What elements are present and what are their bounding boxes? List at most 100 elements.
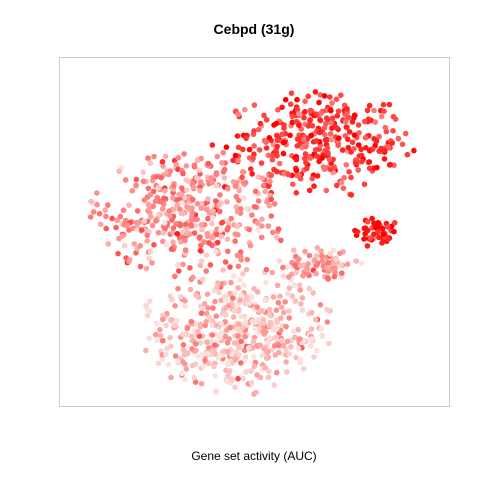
cell-point [212, 372, 219, 379]
cell-point [199, 351, 205, 358]
cell-point [155, 360, 162, 367]
cell-point [209, 322, 215, 328]
cell-point [149, 222, 156, 229]
cell-point [263, 266, 270, 273]
cell-point [343, 124, 350, 130]
cell-point [268, 213, 275, 219]
cell-point [292, 298, 299, 304]
cell-point [90, 209, 97, 215]
cell-point [254, 220, 261, 226]
cell-point [275, 107, 281, 113]
cell-point [266, 368, 272, 375]
cell-point [281, 171, 287, 177]
cell-point [371, 231, 377, 238]
cell-point [218, 297, 225, 304]
cell-point [243, 205, 250, 212]
cell-point [192, 379, 199, 385]
cell-point [265, 223, 272, 229]
cell-point [109, 215, 115, 222]
cell-point [262, 365, 269, 371]
cell-point [282, 299, 288, 305]
cell-point [213, 183, 220, 189]
cell-point [203, 252, 210, 258]
cell-point [235, 375, 241, 382]
cell-point [267, 335, 273, 341]
cell-point [114, 217, 120, 224]
cell-point [228, 215, 234, 222]
cell-point [210, 215, 216, 221]
cell-point [303, 267, 309, 273]
cell-point [380, 101, 387, 108]
cell-point [267, 178, 273, 185]
cell-point [160, 337, 166, 344]
cell-point [292, 334, 298, 341]
cell-point [263, 279, 269, 286]
cell-point [182, 221, 189, 228]
cell-point [306, 252, 313, 259]
cell-point [321, 125, 328, 131]
cell-point [316, 99, 322, 106]
cell-point [167, 334, 173, 341]
cell-point [308, 336, 315, 342]
cell-point [147, 248, 154, 255]
cell-point [261, 346, 267, 352]
cell-point [119, 233, 126, 239]
cell-point [358, 146, 364, 153]
cell-point [261, 137, 268, 144]
cell-point [210, 208, 216, 214]
cell-point [376, 234, 382, 241]
cell-point [155, 229, 162, 236]
cell-point [307, 118, 313, 124]
cell-point [344, 106, 350, 112]
cell-point [251, 143, 257, 149]
cell-point [333, 96, 340, 102]
cell-point [281, 125, 287, 131]
cell-point [334, 182, 340, 189]
cell-point [381, 108, 387, 114]
cell-point [250, 155, 256, 161]
cell-point [322, 137, 329, 143]
cell-point [249, 212, 255, 218]
cell-point [237, 297, 243, 303]
cell-point [162, 188, 168, 194]
cell-point [180, 331, 186, 338]
cell-point [217, 192, 223, 198]
cell-point [285, 171, 292, 178]
cell-point [204, 291, 211, 298]
cell-point [259, 175, 266, 181]
cell-point [251, 204, 258, 210]
cell-point [157, 326, 163, 333]
cell-point [276, 258, 283, 264]
cell-point [217, 208, 223, 215]
cell-point [205, 160, 212, 167]
cell-point [262, 188, 268, 195]
cell-point [293, 167, 300, 174]
cell-point [197, 247, 204, 254]
cell-point [227, 324, 234, 331]
cell-point [362, 134, 369, 141]
cell-point [252, 188, 259, 195]
cell-point [326, 156, 333, 163]
cell-point [366, 165, 373, 172]
cell-point [140, 169, 147, 176]
cell-point [246, 146, 253, 153]
cell-point [295, 345, 302, 352]
cell-point [94, 190, 100, 196]
cell-point [160, 230, 166, 236]
cell-point [325, 275, 331, 281]
cell-point [140, 178, 147, 185]
cell-point [279, 104, 285, 111]
cell-point [182, 247, 189, 253]
cell-point [238, 360, 244, 366]
cell-point [271, 382, 278, 389]
cell-point [265, 183, 272, 189]
cell-point [295, 326, 301, 333]
cell-point [341, 174, 348, 181]
cell-point [318, 326, 325, 332]
cell-point [175, 358, 181, 365]
cell-point [309, 175, 316, 182]
cell-point [209, 220, 215, 227]
cell-point [286, 285, 293, 292]
cell-point [385, 236, 391, 242]
cell-point [185, 178, 191, 184]
